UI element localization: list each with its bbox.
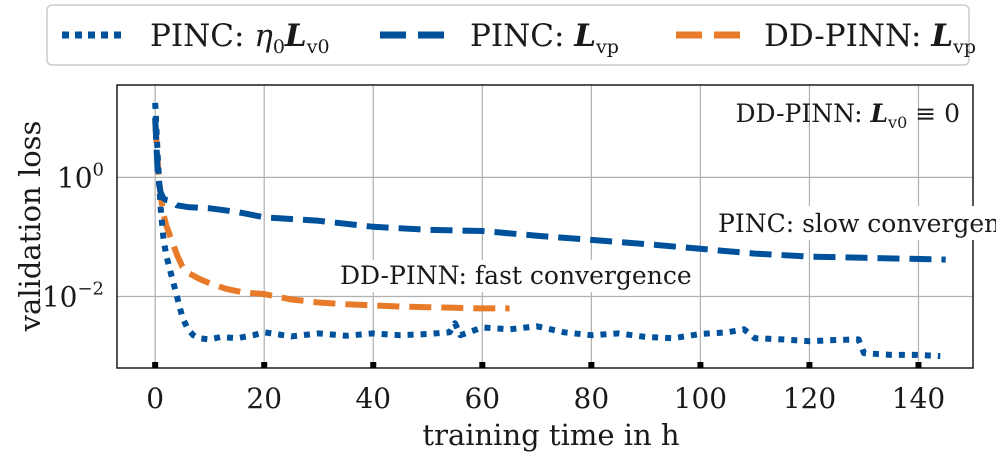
- x-tick-label-40: 40: [355, 382, 391, 415]
- annotation-fast-bg: [334, 260, 642, 292]
- legend-frame: [46, 4, 970, 66]
- x-ticks: 0 20 40 60 80 100 120 140: [146, 362, 945, 415]
- legend-label-pinc-l0-l: L: [284, 18, 307, 54]
- annotation-slow-convergence: PINC: slow convergence: [718, 209, 996, 238]
- legend-label-pinc-lvp: PINC: Lvp: [470, 18, 619, 58]
- legend-label-pinc-l0-l-sub: v0: [306, 36, 330, 58]
- y-axis-label: validation loss: [13, 121, 47, 333]
- legend-label-pinc-lvp-sub: vp: [595, 36, 619, 58]
- plot-area: 0 20 40 60 80 100 120 140 100 10−2: [42, 84, 974, 415]
- legend-label-ddpinn-lvp: DD-PINN: Lvp: [764, 18, 976, 58]
- legend-label-ddpinn-lvp-prefix: DD-PINN:: [764, 18, 931, 54]
- legend-label-pinc-lvp-prefix: PINC:: [470, 18, 574, 54]
- series-line-0: [152, 102, 941, 360]
- y-tick-label-0: 100: [57, 159, 104, 194]
- legend-label-pinc-l0-prefix: PINC:: [150, 18, 254, 54]
- annotation-ddpinn-l0-sub: v0: [887, 113, 907, 132]
- annotation-slow-bg: [712, 206, 982, 240]
- y-tick-label-−2: 10−2: [42, 279, 104, 314]
- x-tick-label-80: 80: [574, 382, 610, 415]
- legend: PINC: η0Lv0 PINC: Lvp DD-PINN: Lvp: [46, 4, 976, 66]
- x-tick-label-140: 140: [892, 382, 945, 415]
- series-line-2: [152, 120, 510, 312]
- legend-entry-pinc-l0: PINC: η0Lv0: [62, 18, 330, 58]
- series-line-1: [152, 117, 946, 263]
- legend-label-pinc-l0: PINC: η0Lv0: [150, 18, 330, 58]
- legend-label-pinc-l0-eta-sub: 0: [273, 36, 285, 58]
- annotation-fast-convergence: DD-PINN: fast convergence: [340, 261, 692, 290]
- x-axis-label: training time in h: [422, 418, 679, 452]
- annotation-ddpinn-l0-suffix: ≡ 0: [907, 99, 960, 128]
- annotation-ddpinn-l0-l: L: [869, 99, 888, 128]
- y-ticks: 100 10−2: [42, 159, 104, 313]
- legend-label-ddpinn-lvp-sub: vp: [952, 36, 976, 58]
- legend-label-pinc-lvp-l: L: [573, 18, 596, 54]
- series-layer: [152, 102, 946, 360]
- legend-label-ddpinn-lvp-l: L: [930, 18, 953, 54]
- x-tick-label-120: 120: [783, 382, 836, 415]
- x-tick-label-0: 0: [146, 382, 164, 415]
- x-tick-label-20: 20: [246, 382, 282, 415]
- legend-label-pinc-l0-eta: η: [254, 18, 273, 54]
- x-tick-label-100: 100: [674, 382, 727, 415]
- x-tick-label-60: 60: [464, 382, 500, 415]
- annotation-ddpinn-l0-prefix: DD-PINN:: [736, 99, 871, 128]
- annotation-ddpinn-l0: DD-PINN: Lv0 ≡ 0: [736, 99, 960, 132]
- legend-entry-pinc-lvp: PINC: Lvp: [380, 18, 619, 58]
- legend-entry-ddpinn-lvp: DD-PINN: Lvp: [676, 18, 976, 58]
